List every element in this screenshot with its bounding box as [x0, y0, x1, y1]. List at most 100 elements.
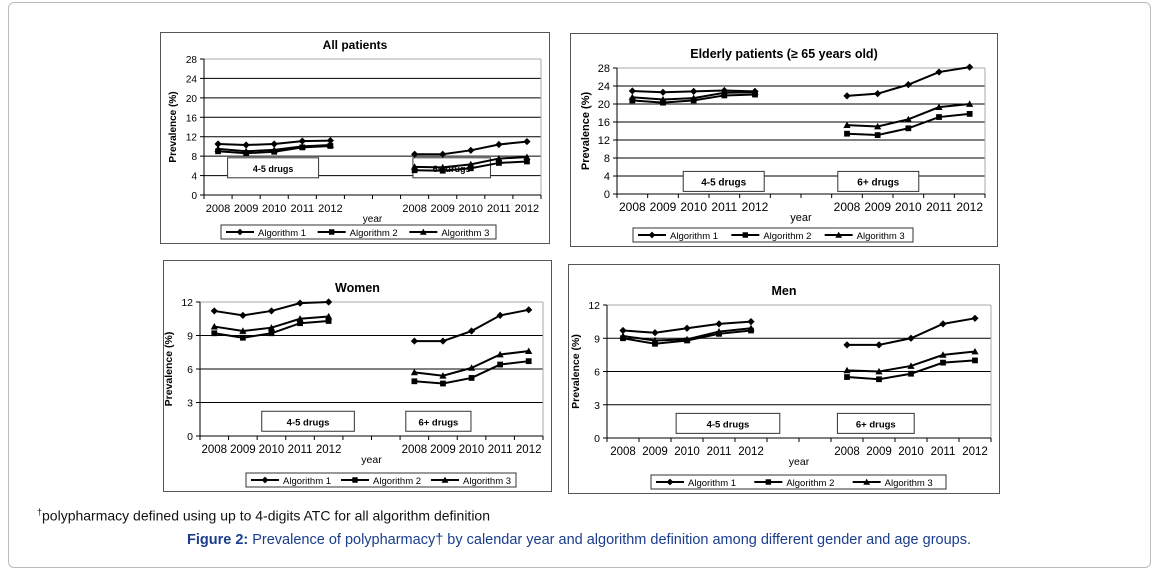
data-point	[210, 322, 218, 330]
y-tick-label: 8	[604, 153, 610, 165]
data-point	[495, 154, 503, 162]
y-tick-label: 0	[604, 189, 610, 201]
y-tick-label: 28	[186, 55, 198, 66]
legend-label: Algorithm 1	[283, 476, 331, 487]
legend-marker-diamond-icon	[236, 228, 244, 236]
x-tick-label: 2009	[430, 203, 454, 215]
data-point	[652, 340, 658, 347]
x-axis-label: year	[790, 212, 812, 224]
data-point	[411, 150, 419, 158]
x-tick-label: 2008	[610, 446, 636, 458]
data-point	[844, 130, 850, 137]
y-axis-label: Prevalence (%)	[580, 92, 592, 171]
data-point	[468, 375, 475, 381]
group-label-box	[227, 157, 320, 179]
legend-label: Algorithm 3	[441, 228, 489, 239]
chart-women: Women 0 3 6 9 12 Prevalence (%) 4-5 drugs 2008 20…	[163, 260, 552, 492]
group-label-box	[837, 170, 920, 192]
data-point	[875, 367, 883, 375]
data-point	[214, 145, 222, 152]
data-point	[411, 378, 418, 385]
x-tick-label: 2010	[459, 444, 485, 456]
group-label: 4-5 drugs	[707, 419, 750, 430]
y-tick-label: 4	[604, 171, 610, 183]
y-tick-label: 12	[181, 297, 193, 309]
data-point	[659, 95, 667, 103]
data-point	[326, 137, 334, 145]
y-tick-label: 3	[187, 398, 193, 410]
data-point	[296, 315, 304, 322]
x-tick-label: 2008	[619, 200, 646, 214]
data-point	[525, 306, 533, 314]
data-point	[939, 351, 947, 358]
data-point	[325, 298, 333, 306]
data-point	[523, 137, 531, 146]
data-point	[325, 312, 333, 320]
data-point	[939, 320, 947, 328]
x-tick-label: 2008	[201, 444, 227, 456]
legend-label: Algorithm 3	[885, 478, 933, 489]
data-point	[270, 146, 278, 153]
y-tick-label: 28	[598, 63, 610, 75]
data-point	[525, 358, 532, 365]
data-point	[242, 141, 250, 149]
legend-marker-square-icon	[328, 229, 335, 235]
chart-title: All patients	[323, 38, 388, 52]
figure-caption: Figure 2: Prevalence of polypharmacy† by…	[0, 532, 1158, 548]
data-point	[411, 167, 418, 174]
y-tick-label: 16	[598, 117, 610, 129]
x-tick-label: 2011	[290, 203, 314, 215]
x-tick-label: 2008	[206, 203, 230, 215]
data-point	[214, 140, 222, 148]
legend-marker-triangle-icon	[419, 228, 427, 235]
data-point	[905, 125, 912, 132]
data-point	[843, 366, 851, 374]
legend-label: Algorithm 1	[688, 478, 736, 489]
y-tick-label: 9	[594, 333, 600, 345]
y-tick-label: 0	[187, 431, 193, 443]
series-line-algorithm-1	[414, 308, 529, 343]
data-point	[651, 329, 659, 337]
y-tick-label: 12	[588, 300, 600, 312]
data-point	[874, 122, 882, 130]
group-label: 6+ drugs	[433, 164, 471, 174]
y-tick-label: 12	[186, 133, 198, 144]
x-tick-label: 2012	[962, 446, 988, 458]
x-tick-label: 2011	[488, 444, 513, 456]
x-tick-label: 2010	[459, 203, 483, 215]
data-point	[907, 334, 915, 342]
data-point	[410, 337, 418, 345]
x-tick-label: 2011	[288, 444, 313, 456]
data-point	[935, 103, 943, 111]
data-point	[966, 111, 973, 117]
data-point	[874, 132, 881, 138]
data-point	[524, 158, 530, 165]
data-point	[525, 347, 533, 355]
x-tick-label: 2012	[515, 203, 539, 215]
legend-box	[220, 224, 497, 240]
legend-marker-triangle-icon	[835, 231, 843, 238]
x-tick-label: 2011	[926, 200, 952, 214]
data-point	[497, 361, 504, 368]
data-point	[843, 341, 851, 349]
x-tick-label: 2009	[230, 444, 256, 456]
data-point	[747, 324, 755, 332]
legend-marker-triangle-icon	[441, 476, 449, 483]
y-tick-label: 20	[598, 99, 610, 111]
data-point	[297, 320, 303, 327]
data-point	[843, 92, 851, 100]
data-point	[966, 63, 974, 71]
legend-label: Algorithm 1	[258, 228, 306, 239]
x-axis-label: year	[361, 454, 382, 466]
y-tick-label: 6	[187, 364, 193, 376]
figure-frame	[8, 2, 1151, 568]
legend-box	[650, 474, 947, 490]
data-point	[628, 87, 636, 95]
data-point	[908, 370, 914, 377]
x-tick-label: 2010	[680, 200, 707, 214]
group-label-box	[836, 412, 915, 434]
x-tick-label: 2011	[707, 446, 732, 458]
x-tick-label: 2008	[834, 446, 860, 458]
y-tick-label: 0	[191, 191, 197, 202]
